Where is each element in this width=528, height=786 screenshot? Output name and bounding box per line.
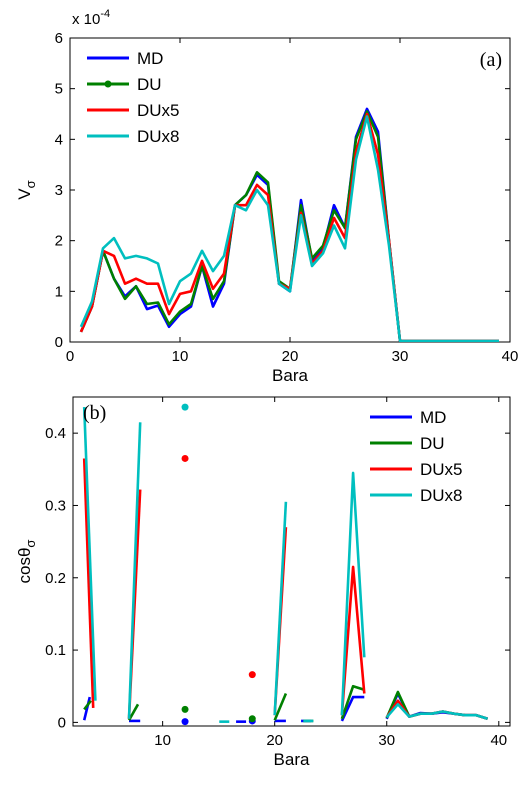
y-axis-label-subscript: σ bbox=[23, 180, 38, 188]
y-tick-label: 0.3 bbox=[45, 497, 66, 514]
x-tick-label: 20 bbox=[266, 732, 283, 749]
plot-area bbox=[72, 396, 511, 727]
plot-area bbox=[69, 37, 511, 343]
y-tick-label: 0 bbox=[58, 714, 66, 731]
series-group bbox=[79, 107, 499, 342]
series-segment-dux5 bbox=[340, 565, 366, 716]
panel-b: 10 20 30 40 0 0.1 0.2 0.3 0.4 Bara cosθσ (b) MD DU DUx… bbox=[15, 367, 511, 769]
legend-label-dux8: DUx8 bbox=[137, 127, 180, 146]
series-segment-dux8 bbox=[385, 702, 488, 721]
y-tick-label: 0 bbox=[55, 334, 63, 351]
x-tick-label: 10 bbox=[172, 348, 189, 365]
series-line-dux8 bbox=[79, 115, 499, 342]
y-tick-label: 4 bbox=[55, 131, 63, 148]
panel-a: 0 10 20 30 40 0 1 2 3 4 5 6 Bara Vσ x 10-4 (a) MD DU DUx5 D… bbox=[15, 8, 518, 385]
series-point-du bbox=[181, 705, 189, 713]
series-segment-dux5 bbox=[82, 458, 95, 708]
series-point-dux8 bbox=[249, 367, 256, 374]
series-point-du bbox=[248, 715, 256, 723]
x-tick-label: 30 bbox=[392, 348, 409, 365]
x-axis-label: Bara bbox=[274, 750, 310, 769]
x-tick-label: 0 bbox=[66, 348, 74, 365]
panel-label: (b) bbox=[83, 402, 106, 424]
x-tick-label: 40 bbox=[490, 732, 507, 749]
legend-label-dux5: DUx5 bbox=[137, 101, 180, 120]
y-axis-label-main: cosθ bbox=[15, 548, 34, 584]
y-axis-exponent: x 10-4 bbox=[72, 8, 110, 28]
series-segment-du bbox=[340, 684, 365, 720]
legend-label-dux8: DUx8 bbox=[420, 486, 463, 505]
series-segment-md bbox=[82, 696, 92, 721]
series-point-dux8 bbox=[181, 403, 189, 411]
y-axis-label-main: V bbox=[15, 188, 34, 200]
x-tick-label: 10 bbox=[154, 732, 171, 749]
series-group bbox=[82, 367, 488, 726]
y-axis-label: Vσ bbox=[15, 180, 38, 199]
exponent-power: -4 bbox=[100, 8, 110, 20]
x-tick-label: 40 bbox=[502, 348, 519, 365]
y-tick-label: 2 bbox=[55, 233, 63, 250]
x-tick-label: 20 bbox=[282, 348, 299, 365]
series-segment-dux8 bbox=[340, 471, 366, 716]
legend-label-du: DU bbox=[420, 434, 445, 453]
y-axis-label-subscript: σ bbox=[23, 540, 38, 548]
series-point-dux5 bbox=[181, 454, 189, 462]
y-tick-label: 0.1 bbox=[45, 642, 66, 659]
legend-label-dux5: DUx5 bbox=[420, 460, 463, 479]
y-tick-label: 6 bbox=[55, 30, 63, 47]
legend-label-md: MD bbox=[137, 49, 163, 68]
series-segment-md bbox=[340, 695, 365, 722]
exponent-base: x 10 bbox=[72, 11, 100, 28]
y-tick-label: 0.4 bbox=[45, 425, 66, 442]
y-tick-label: 0.2 bbox=[45, 570, 66, 587]
series-segment-du bbox=[83, 699, 92, 711]
legend-label-du: DU bbox=[137, 75, 162, 94]
y-tick-label: 5 bbox=[55, 81, 63, 98]
series-segment-du bbox=[273, 692, 288, 721]
series-segment-du bbox=[127, 703, 140, 721]
x-axis-label: Bara bbox=[272, 366, 308, 385]
panel-label: (a) bbox=[480, 49, 502, 71]
y-axis-label: cosθσ bbox=[15, 540, 38, 584]
y-tick-label: 3 bbox=[55, 182, 63, 199]
series-segment-dux8 bbox=[127, 422, 142, 719]
series-point-dux5 bbox=[248, 671, 256, 679]
series-segment-dux8 bbox=[273, 501, 288, 716]
series-point-md bbox=[181, 718, 189, 726]
y-tick-label: 1 bbox=[55, 283, 63, 300]
legend-label-md: MD bbox=[420, 408, 446, 427]
x-tick-label: 30 bbox=[378, 732, 395, 749]
legend-marker-du bbox=[104, 80, 112, 88]
series-segment-dux8 bbox=[82, 407, 97, 701]
